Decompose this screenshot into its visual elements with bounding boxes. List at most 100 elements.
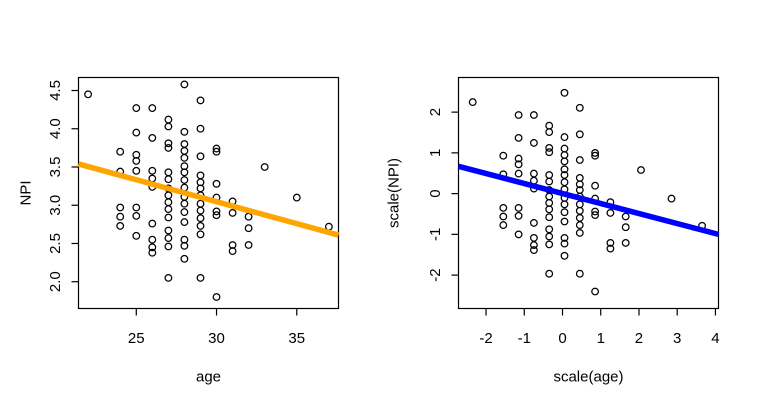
x-tick-label: 3 (673, 330, 681, 347)
data-point (514, 169, 523, 178)
x-tick-label: 1 (597, 330, 605, 347)
data-point (196, 124, 205, 133)
data-point (529, 138, 538, 147)
data-point (180, 80, 189, 89)
data-point (529, 246, 538, 255)
data-point (180, 127, 189, 136)
right-y-axis-label: scale(NPI) (386, 158, 403, 228)
right-scatter-plot: -2 -1 0 1 2 3 4 -2 -1 0 1 2 (427, 76, 720, 347)
data-point (180, 199, 189, 208)
regression-line (77, 161, 340, 238)
data-point (545, 192, 554, 201)
data-point (180, 254, 189, 263)
data-point (212, 207, 221, 216)
data-point (499, 203, 508, 212)
data-point (148, 104, 157, 113)
y-tick-label: 3.0 (47, 195, 64, 216)
data-point (260, 163, 269, 171)
data-point (196, 273, 205, 282)
data-point (560, 157, 569, 166)
x-tick-label: -1 (518, 330, 531, 347)
x-tick-label: 0 (558, 330, 566, 347)
data-point (148, 166, 157, 175)
data-point (244, 241, 253, 249)
data-point (545, 213, 554, 222)
data-point (560, 133, 569, 142)
data-point (560, 178, 569, 187)
data-point (196, 96, 205, 105)
data-point (514, 111, 523, 119)
data-point (196, 152, 205, 161)
plot-border (77, 76, 340, 310)
data-point (560, 165, 569, 174)
right-x-axis-label: scale(age) (553, 369, 623, 386)
data-point (180, 168, 189, 177)
data-point (196, 230, 205, 239)
data-point (212, 144, 221, 153)
data-point (132, 211, 141, 220)
data-point (575, 200, 584, 209)
data-point (164, 115, 173, 124)
data-point (637, 166, 645, 174)
data-point (667, 194, 676, 203)
data-point (164, 122, 173, 131)
data-point (545, 225, 554, 234)
data-point (164, 168, 173, 177)
data-point (575, 130, 584, 139)
y-tick-label: 3.5 (47, 157, 64, 178)
data-point (514, 154, 523, 163)
data-point (560, 239, 569, 248)
data-point (499, 221, 508, 230)
data-point (529, 233, 538, 242)
data-point (560, 151, 569, 159)
data-point (164, 191, 173, 200)
data-point (514, 203, 523, 212)
data-point (228, 208, 237, 217)
data-point (148, 235, 157, 244)
data-point (545, 269, 554, 278)
data-point (196, 206, 205, 215)
left-scatter-plot: 25 30 35 2.0 2.5 3.0 3.5 4.0 4.5 (47, 76, 340, 347)
regression-line (457, 163, 720, 238)
data-point (148, 243, 157, 252)
data-point (575, 221, 584, 230)
data-point (591, 207, 600, 216)
data-point (591, 181, 600, 190)
data-point (514, 160, 523, 169)
data-point (545, 128, 554, 137)
data-point (575, 269, 584, 278)
data-point (575, 206, 584, 215)
data-point (212, 147, 221, 156)
data-point (514, 133, 523, 142)
data-point (545, 177, 554, 186)
data-point (180, 146, 189, 155)
data-point (575, 103, 584, 112)
data-point (292, 193, 301, 202)
data-point (212, 293, 221, 301)
data-point (244, 224, 253, 233)
data-point (560, 208, 569, 217)
data-point (591, 211, 600, 220)
x-tick-label: -2 (479, 330, 492, 347)
data-point (560, 200, 569, 209)
data-point (499, 151, 508, 160)
x-tick-label: 4 (711, 330, 719, 347)
data-point (132, 104, 141, 113)
x-tick-label: 35 (288, 330, 305, 347)
data-point (116, 147, 125, 156)
data-point (575, 228, 584, 237)
data-point (196, 221, 205, 230)
data-point (514, 230, 523, 239)
data-point (116, 203, 125, 212)
data-point (621, 223, 630, 232)
data-point (560, 217, 569, 226)
y-tick-label: 0 (427, 189, 444, 197)
data-point (244, 212, 253, 221)
data-point (180, 140, 189, 148)
data-point (529, 241, 538, 250)
x-tick-label: 2 (635, 330, 643, 347)
data-point (116, 212, 125, 221)
data-point (84, 90, 93, 99)
data-point (560, 144, 569, 153)
